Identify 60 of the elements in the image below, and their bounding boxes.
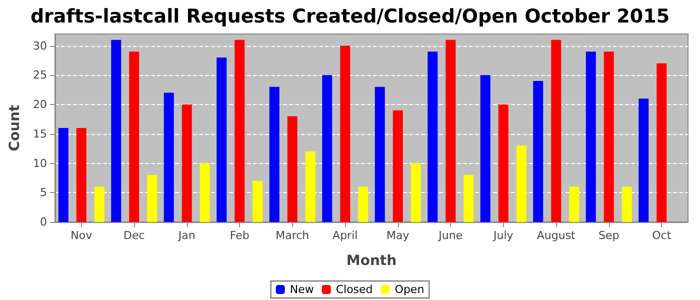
bar [182,104,192,222]
bar [269,86,280,222]
bar [392,110,403,222]
bar [358,186,368,222]
bar [147,175,158,222]
bar [252,180,263,222]
bar [305,152,316,222]
bar [374,86,385,222]
bar [200,163,210,222]
bar [446,40,456,222]
bar [569,186,580,222]
y-tick-label: 15 [33,127,47,140]
bar [604,52,614,222]
bar [58,128,68,222]
y-tick-label: 5 [40,186,47,200]
bar [94,186,104,222]
x-tick-label: Sep [598,229,620,242]
bar [216,58,227,222]
bar [656,63,667,222]
x-tick-label: May [386,229,410,242]
x-tick-label: April [332,229,358,242]
x-tick-label: Oct [652,229,672,242]
y-tick-label: 25 [33,68,47,82]
x-axis-title: Month [346,253,397,269]
bar [498,104,508,222]
bar [586,52,596,222]
x-tick-label: Dec [123,229,145,242]
bar [287,116,298,222]
legend-label: Closed [336,283,373,296]
bar [164,92,174,222]
y-tick-label: 10 [33,156,47,170]
x-tick-label: Nov [70,229,93,242]
y-tick-label: 0 [40,216,47,228]
legend-label: New [290,283,314,296]
bar [322,75,332,222]
bar [428,52,438,222]
bar [516,146,526,222]
y-axis-title: Count [7,104,24,152]
bar [480,75,490,222]
x-tick-label: June [438,229,463,242]
bar [410,163,421,222]
bar [111,40,122,222]
bar [533,81,544,222]
x-tick-label: Feb [230,229,250,242]
bar [551,40,562,222]
bar [638,98,649,222]
y-tick-label: 30 [33,39,47,52]
bar [129,52,140,222]
bar [234,40,245,222]
bar [76,128,86,222]
x-tick-label: July [492,229,514,242]
bar [464,175,474,222]
x-tick-label: Jan [177,229,196,242]
x-tick-label: August [536,229,576,242]
chart-title: drafts-lastcall Requests Created/Closed/Open October 2015 [30,6,670,28]
y-tick-label: 20 [33,98,47,111]
bar [340,46,350,222]
bar [622,186,632,222]
legend-label: Open [394,283,424,296]
x-tick-label: March [276,229,310,242]
